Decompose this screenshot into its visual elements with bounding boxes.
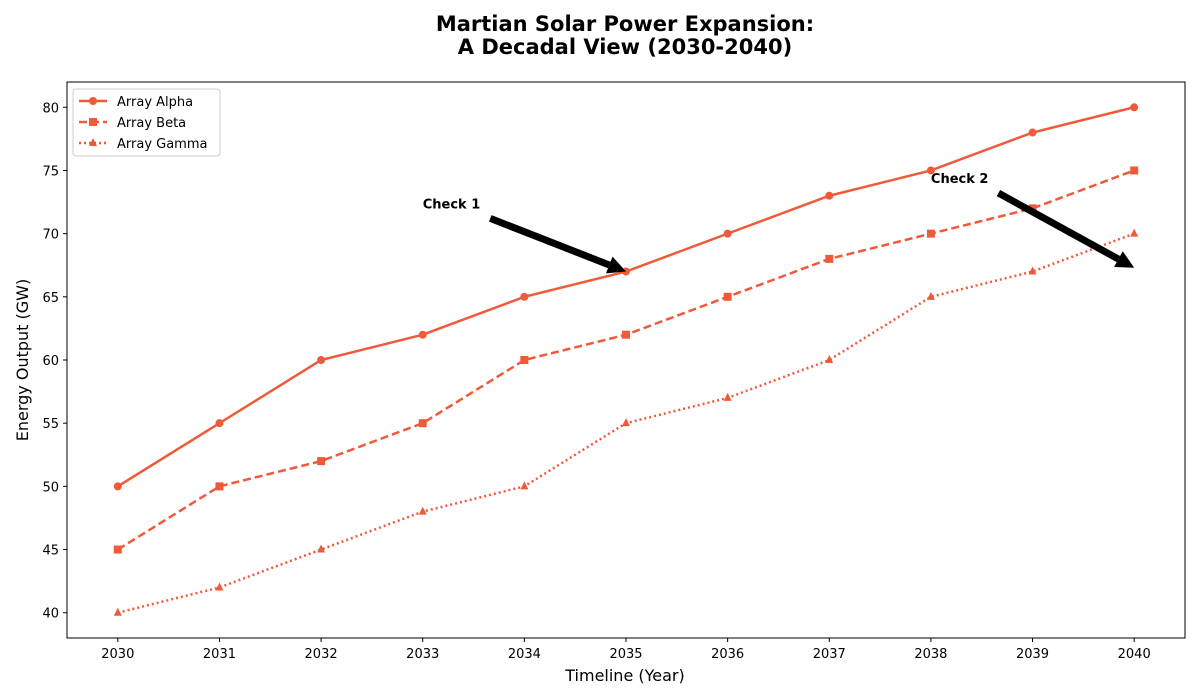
x-tick-label: 2040 — [1118, 647, 1151, 662]
y-tick-label: 45 — [42, 544, 59, 559]
x-tick-label: 2034 — [508, 647, 541, 662]
legend: Array Alpha Array Beta Array Gamma — [72, 88, 221, 157]
annotation-arrow-shaft — [996, 190, 1121, 263]
legend-label: Array Beta — [117, 116, 186, 131]
data-point — [1028, 128, 1037, 137]
data-point — [215, 419, 224, 428]
data-point — [825, 254, 834, 263]
x-axis-label: Timeline (Year) — [564, 666, 684, 685]
legend-marker — [89, 97, 97, 105]
series-1 — [113, 103, 1139, 491]
y-tick-label: 55 — [42, 417, 59, 432]
data-point — [113, 482, 122, 491]
y-axis-label: Energy Output (GW) — [13, 279, 32, 441]
data-point — [622, 418, 630, 427]
annotation-text: Check 1 — [423, 197, 481, 212]
series-line — [117, 169, 1135, 551]
chart-title-line-2: A Decadal View (2030-2040) — [458, 35, 792, 59]
data-point — [926, 229, 935, 238]
x-tick-label: 2033 — [406, 647, 439, 662]
x-tick-label: 2039 — [1016, 647, 1049, 662]
plot-frame — [66, 81, 1186, 639]
legend-entry: Array Gamma — [79, 137, 207, 152]
y-tick-label: 70 — [42, 228, 59, 243]
annotation-arrow-head — [1114, 251, 1135, 268]
data-point — [215, 582, 224, 591]
annotation: Check 2 — [931, 172, 1135, 268]
series-line — [117, 106, 1135, 488]
legend-box — [72, 88, 221, 157]
data-point — [1130, 103, 1139, 112]
y-tick-label: 60 — [42, 354, 59, 369]
annotation-arrow-shaft — [488, 215, 611, 269]
x-tick-label: 2036 — [711, 647, 744, 662]
data-point — [622, 330, 630, 339]
y-tick-label: 65 — [42, 291, 59, 306]
data-point — [723, 292, 732, 301]
legend-marker — [89, 138, 97, 146]
data-point — [825, 355, 834, 363]
series-3 — [113, 228, 1139, 616]
data-point — [317, 356, 326, 364]
data-point — [113, 545, 122, 554]
data-point — [317, 457, 326, 466]
legend-entry: Array Alpha — [79, 95, 193, 110]
data-point — [1028, 266, 1037, 275]
data-point — [215, 482, 224, 491]
data-point — [1130, 228, 1139, 237]
y-tick-label: 40 — [42, 607, 59, 622]
data-point — [825, 191, 834, 200]
x-axis: 2030 2031 2032 2033 2034 2035 2036 2037 2038 2039… — [101, 638, 1151, 662]
annotation: Check 1 — [423, 197, 626, 274]
y-axis: 40 45 50 55 60 65 70 75 80 — [42, 101, 67, 622]
data-point — [317, 544, 326, 553]
legend-label: Array Alpha — [117, 95, 193, 110]
data-point — [520, 292, 529, 301]
y-tick-label: 75 — [42, 164, 59, 179]
data-point — [723, 392, 732, 401]
data-point — [520, 481, 529, 490]
data-point — [418, 330, 427, 339]
data-point — [926, 291, 935, 300]
annotation-arrow-head — [605, 256, 626, 274]
data-point — [418, 506, 427, 515]
y-tick-label: 50 — [42, 480, 59, 495]
data-point — [418, 419, 427, 428]
data-point — [926, 166, 935, 175]
legend-marker — [89, 118, 97, 126]
legend-label: Array Gamma — [117, 137, 207, 152]
data-point — [113, 607, 122, 616]
x-tick-label: 2030 — [101, 647, 134, 662]
chart-title-line-1: Martian Solar Power Expansion: — [436, 12, 814, 36]
data-point — [723, 229, 732, 238]
annotation-text: Check 2 — [931, 172, 989, 187]
legend-entry: Array Beta — [79, 116, 186, 131]
y-tick-label: 80 — [42, 101, 59, 116]
x-tick-label: 2037 — [813, 647, 846, 662]
data-point — [1130, 166, 1139, 175]
x-tick-label: 2038 — [914, 647, 947, 662]
x-tick-label: 2031 — [203, 647, 236, 662]
data-point — [520, 356, 529, 364]
x-tick-label: 2035 — [609, 647, 642, 662]
x-tick-label: 2032 — [305, 647, 338, 662]
series-2 — [113, 166, 1139, 554]
annotations: Check 1 Check 2 — [423, 172, 1135, 274]
